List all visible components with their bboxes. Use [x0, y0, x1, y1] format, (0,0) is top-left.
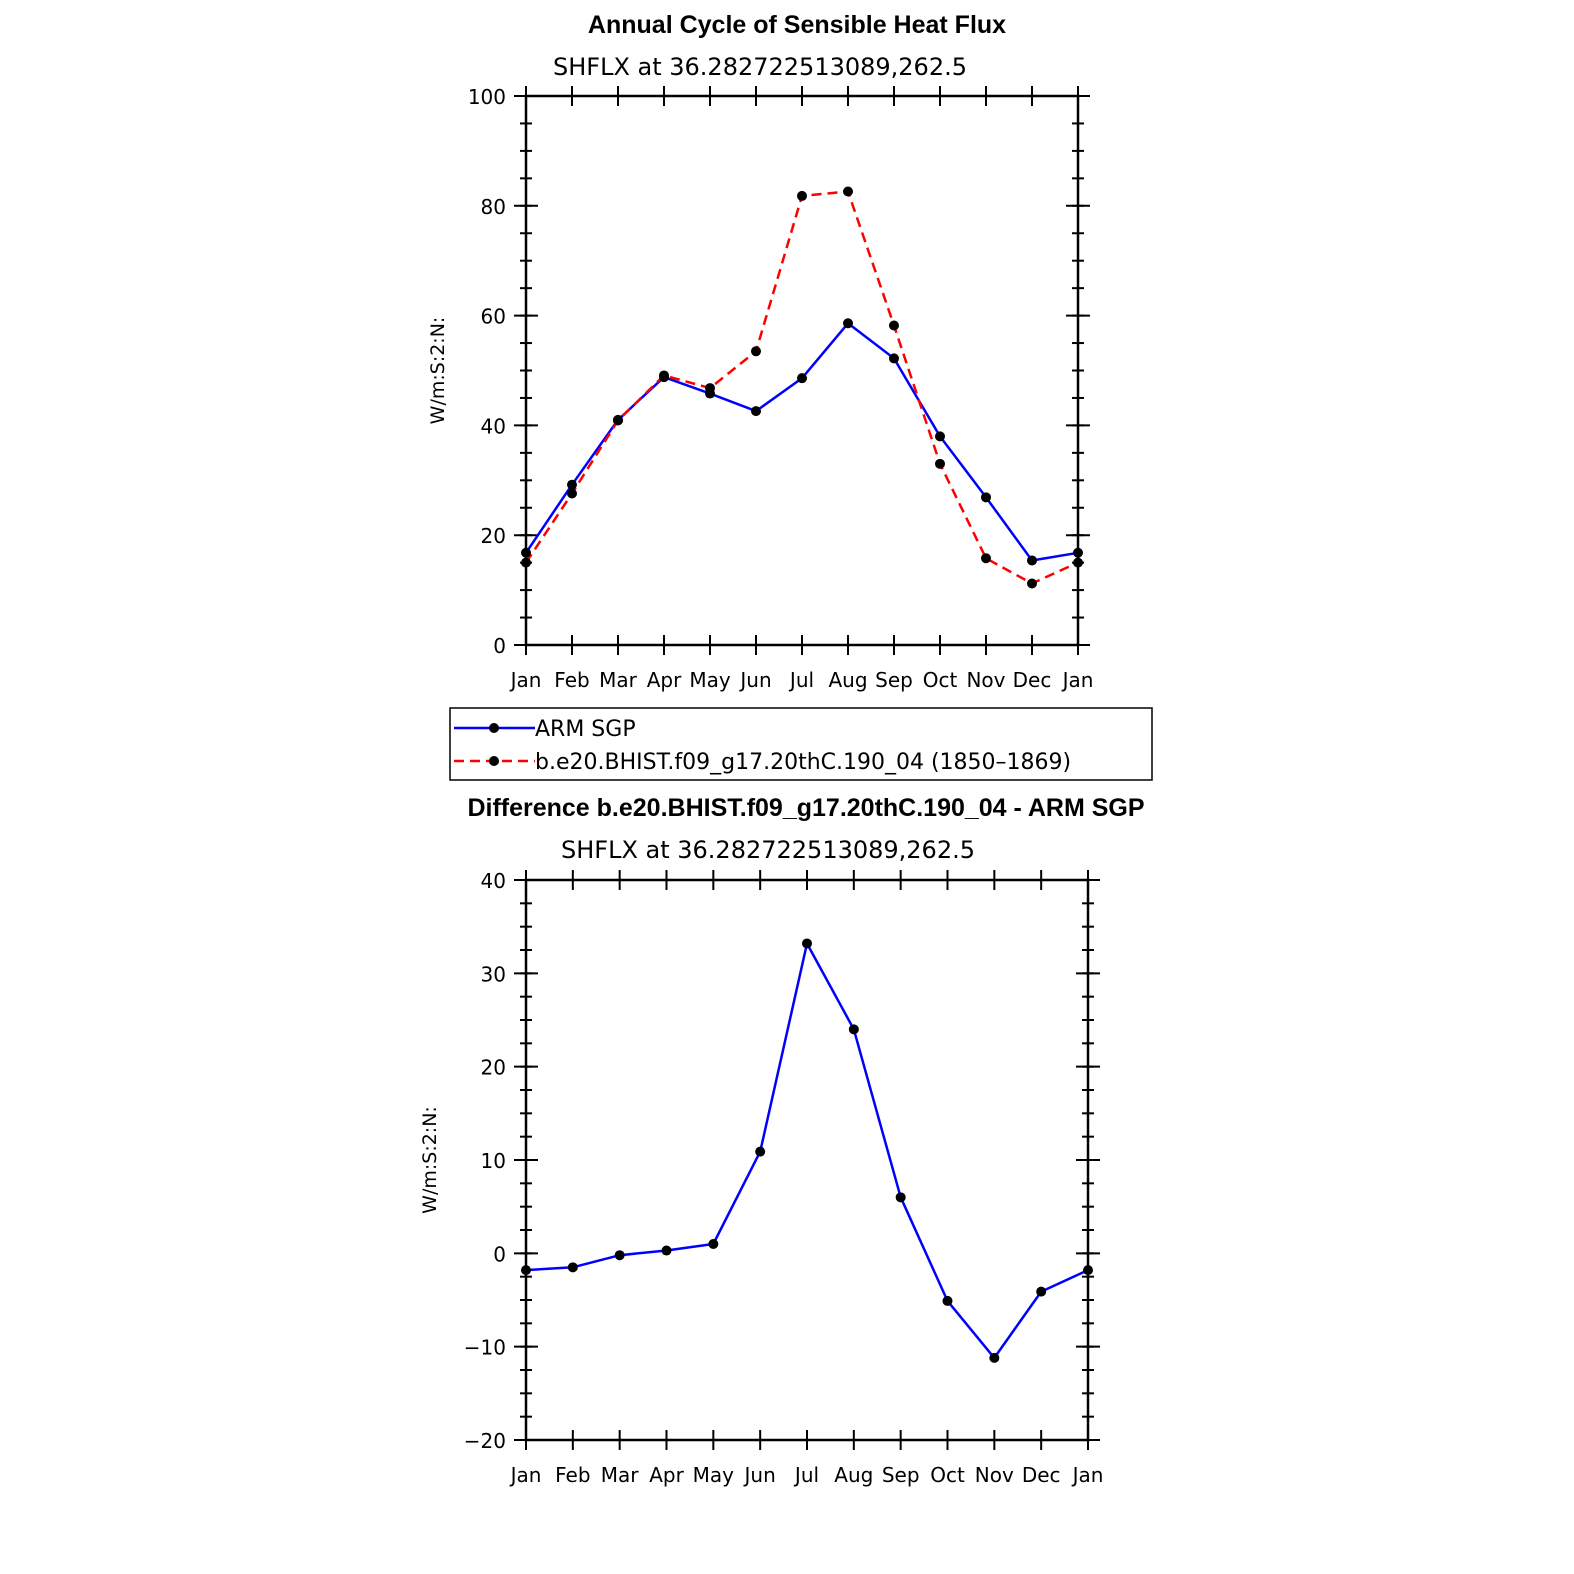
- chart1-y-tick-label: 20: [481, 524, 506, 548]
- chart1-series-2-line: [524, 190, 1079, 585]
- chart2-series-1-point: [1083, 1265, 1093, 1276]
- chart2-x-tick-label: Sep: [882, 1463, 920, 1487]
- chart1-series-2-point: [797, 190, 807, 201]
- chart1-x-tick-label: Apr: [647, 668, 682, 692]
- chart2-x-tick-label: Jul: [793, 1463, 819, 1487]
- chart1-series-1-point: [1027, 555, 1037, 566]
- chart2-x-tick-label: Feb: [555, 1463, 590, 1487]
- chart1-series-2-point: [659, 370, 669, 381]
- chart2-series-1-point: [567, 1262, 578, 1273]
- chart2-series-1-point: [989, 1352, 1000, 1363]
- chart2-series-1-point: [802, 938, 812, 949]
- chart2-y-tick-label: 10: [481, 1149, 506, 1173]
- chart2-x-tick-label: Mar: [601, 1463, 640, 1487]
- chart2-y-tick-label: 30: [481, 962, 506, 986]
- chart1-series-2-point: [521, 557, 531, 568]
- chart2-x-tick-label: Jan: [509, 1463, 542, 1487]
- chart2-series-1-point: [614, 1250, 625, 1261]
- chart2-plot: Jan Feb Mar Apr May Jun Jul Aug Sep Oct Nov Dec Jan−…: [419, 869, 1103, 1487]
- chart1-series-2-point: [567, 488, 577, 499]
- chart2-x-tick-label: Nov: [975, 1463, 1014, 1487]
- chart1-x-tick-label: Sep: [875, 668, 913, 692]
- chart2-title: Difference b.e20.BHIST.f09_g17.20thC.190…: [467, 794, 1144, 822]
- chart1-series-2-point: [613, 415, 623, 426]
- chart1-series-2-point: [843, 186, 853, 197]
- chart1-plot: Jan Feb Mar Apr May Jun Jul Aug Sep Oct Nov Dec Jan0…: [427, 85, 1093, 692]
- legend-label-arm: ARM SGP: [535, 717, 636, 742]
- chart1-y-tick-label: 100: [468, 85, 506, 109]
- chart2-y-axis-label: W/m:S:2:N:: [419, 1106, 441, 1214]
- chart1-series-1-point: [935, 431, 945, 442]
- chart1-x-tick-label: Jan: [509, 668, 542, 692]
- chart1-series-2-point: [751, 346, 761, 357]
- chart2-x-tick-label: Aug: [834, 1463, 873, 1487]
- chart1-x-tick-label: Jul: [788, 668, 814, 692]
- chart1-y-axis-label: W/m:S:2:N:: [427, 317, 449, 425]
- chart1-x-tick-label: Jan: [1061, 668, 1094, 692]
- chart1-x-tick-label: Dec: [1013, 668, 1052, 692]
- legend: ARM SGP b.e20.BHIST.f09_g17.20thC.190_04…: [449, 707, 1153, 781]
- chart1-title: Annual Cycle of Sensible Heat Flux: [588, 11, 1006, 39]
- chart1-series-2-point: [1027, 578, 1037, 589]
- chart2-y-tick-label: 0: [493, 1242, 506, 1266]
- chart2-y-tick-label: 20: [481, 1056, 506, 1080]
- chart1-y-tick-label: 60: [481, 305, 506, 329]
- chart1-series-1-point: [751, 406, 761, 417]
- chart1-x-tick-label: Feb: [554, 668, 589, 692]
- chart1-y-tick-label: 80: [481, 195, 506, 219]
- chart2-frame: [524, 878, 1090, 1442]
- chart2-x-tick-label: Apr: [649, 1463, 684, 1487]
- chart2-series-1-point: [942, 1295, 953, 1306]
- legend-label-model: b.e20.BHIST.f09_g17.20thC.190_04 (1850–1…: [535, 750, 1071, 775]
- chart2-series-1-point: [848, 1024, 859, 1035]
- chart1-series-2-point: [935, 458, 945, 469]
- legend-box: [449, 707, 1153, 781]
- chart1-x-tick-label: Mar: [599, 668, 638, 692]
- chart2-series-1-point: [895, 1192, 906, 1203]
- chart1-y-tick-label: 0: [493, 634, 506, 658]
- chart1-series-1-point: [981, 492, 991, 503]
- chart2-x-tick-label: May: [693, 1463, 735, 1487]
- chart1-x-tick-label: Jun: [738, 668, 771, 692]
- chart1-series-1-point: [797, 373, 807, 384]
- chart1-subtitle: SHFLX at 36.282722513089,262.5: [553, 53, 967, 81]
- chart1-series-1-point: [889, 353, 899, 364]
- chart1-series-1-line: [524, 322, 1079, 562]
- legend-marker-model: [489, 756, 499, 766]
- chart2-series-1-point: [661, 1245, 672, 1256]
- chart1-series-1-point: [843, 318, 853, 329]
- chart1-series-1-point: [1073, 547, 1083, 558]
- legend-marker-arm: [489, 723, 499, 733]
- chart2-y-tick-label: 40: [481, 869, 506, 893]
- chart1-series-1-point: [521, 547, 531, 558]
- chart2-series-1-point: [708, 1239, 719, 1249]
- chart2-x-tick-label: Oct: [930, 1463, 965, 1487]
- chart2-series-1-point: [1036, 1286, 1047, 1297]
- chart1-x-tick-label: Nov: [966, 668, 1005, 692]
- chart1-x-tick-label: Oct: [923, 668, 958, 692]
- chart1-x-tick-label: May: [689, 668, 731, 692]
- chart2-y-tick-label: −20: [464, 1429, 506, 1453]
- chart2-subtitle: SHFLX at 36.282722513089,262.5: [561, 836, 975, 864]
- chart1-series-1-point: [567, 479, 577, 490]
- chart2-x-tick-label: Jun: [743, 1463, 776, 1487]
- chart1-series-2-point: [705, 383, 715, 394]
- chart2-x-tick-label: Dec: [1022, 1463, 1061, 1487]
- chart1-series-2-point: [1073, 557, 1083, 568]
- chart1-series-2-point: [889, 320, 899, 331]
- chart1-y-tick-label: 40: [481, 414, 506, 438]
- chart2-series-1-point: [521, 1265, 531, 1276]
- chart1-series-2-point: [981, 553, 991, 564]
- chart2-y-tick-label: −10: [464, 1336, 506, 1360]
- chart2-x-tick-label: Jan: [1071, 1463, 1104, 1487]
- chart2-series-1-line: [525, 942, 1089, 1360]
- chart1-x-tick-label: Aug: [828, 668, 867, 692]
- chart2-series-1-point: [755, 1146, 766, 1157]
